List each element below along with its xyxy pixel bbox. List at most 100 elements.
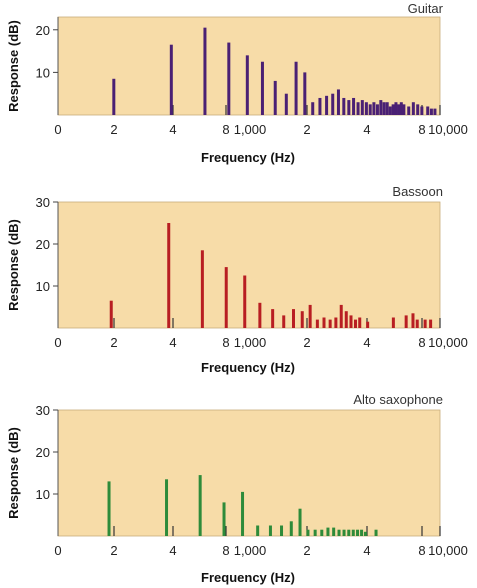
- bar: [354, 320, 357, 328]
- bar: [405, 315, 408, 328]
- y-axis-title: Response (dB): [6, 219, 21, 311]
- bar: [112, 79, 115, 115]
- bar: [110, 301, 113, 328]
- y-tick-label: 10: [36, 65, 50, 80]
- x-tick-label: 4: [363, 543, 370, 558]
- x-tick-label: 8: [418, 543, 425, 558]
- y-tick-label: 30: [36, 403, 50, 418]
- bar: [311, 102, 314, 115]
- bar: [223, 502, 226, 536]
- bar: [358, 318, 361, 329]
- x-tick-label: 10,000: [428, 122, 468, 137]
- bar: [290, 521, 293, 536]
- bar: [343, 530, 346, 536]
- bar: [295, 62, 298, 115]
- x-tick-label: 2: [303, 335, 310, 350]
- bar: [366, 322, 369, 328]
- x-tick-label: 1,000: [234, 335, 267, 350]
- bar: [227, 43, 230, 115]
- bar: [429, 320, 432, 328]
- bar: [342, 98, 345, 115]
- bar: [309, 305, 312, 328]
- bar: [416, 320, 419, 328]
- bar: [347, 100, 350, 115]
- bar: [337, 89, 340, 115]
- bar: [365, 102, 368, 115]
- bar: [280, 526, 283, 537]
- bar: [386, 102, 389, 115]
- bar: [261, 62, 264, 115]
- bar: [394, 102, 397, 115]
- x-tick-label: 0: [54, 335, 61, 350]
- bar: [241, 492, 244, 536]
- x-tick-label: 4: [169, 122, 176, 137]
- x-tick-label: 2: [110, 543, 117, 558]
- bar: [407, 106, 410, 115]
- bar: [331, 94, 334, 115]
- bar: [361, 100, 364, 115]
- x-tick-label: 4: [363, 335, 370, 350]
- bar: [360, 530, 363, 536]
- bar: [256, 526, 259, 537]
- bar: [416, 104, 419, 115]
- bar: [372, 102, 375, 115]
- y-axis-title: Response (dB): [6, 427, 21, 519]
- x-tick-label: 10,000: [428, 543, 468, 558]
- x-tick-label: 8: [418, 335, 425, 350]
- x-tick-label: 4: [169, 335, 176, 350]
- bar: [352, 530, 355, 536]
- bar: [400, 102, 403, 115]
- x-tick-label: 0: [54, 122, 61, 137]
- bar: [369, 104, 372, 115]
- bar: [326, 528, 329, 536]
- x-axis-title: Frequency (Hz): [201, 150, 295, 165]
- bar: [375, 530, 378, 536]
- x-tick-label: 4: [169, 543, 176, 558]
- bar: [306, 530, 309, 536]
- bar: [392, 318, 395, 329]
- bar: [338, 530, 341, 536]
- x-tick-label: 2: [303, 543, 310, 558]
- bar: [329, 320, 332, 328]
- x-tick-label: 8: [418, 122, 425, 137]
- plot-area: [58, 202, 440, 328]
- bar: [420, 106, 423, 115]
- bar: [357, 102, 360, 115]
- plot-area: [58, 410, 440, 536]
- chart-title: Alto saxophone: [353, 392, 443, 407]
- bar: [282, 315, 285, 328]
- y-tick-label: 30: [36, 195, 50, 210]
- bar: [332, 528, 335, 536]
- bar: [299, 509, 302, 536]
- y-tick-label: 10: [36, 487, 50, 502]
- bar: [258, 303, 261, 328]
- bar: [274, 81, 277, 115]
- bar: [411, 313, 414, 328]
- x-tick-label: 8: [222, 543, 229, 558]
- x-tick-label: 10,000: [428, 335, 468, 350]
- x-tick-label: 2: [303, 122, 310, 137]
- bar: [334, 318, 337, 329]
- bar: [271, 309, 274, 328]
- bar: [376, 104, 379, 115]
- y-tick-label: 20: [36, 23, 50, 38]
- chart-title: Guitar: [408, 1, 444, 16]
- bar: [292, 309, 295, 328]
- bar: [356, 530, 359, 536]
- bar: [412, 102, 415, 115]
- bar: [285, 94, 288, 115]
- bar: [352, 98, 355, 115]
- x-tick-label: 1,000: [234, 122, 267, 137]
- y-tick-label: 20: [36, 237, 50, 252]
- chart-title: Bassoon: [392, 184, 443, 199]
- bar: [392, 104, 395, 115]
- x-tick-label: 2: [110, 122, 117, 137]
- bar: [323, 318, 326, 329]
- bar: [345, 311, 348, 328]
- bar: [314, 530, 317, 536]
- x-tick-label: 1,000: [234, 543, 267, 558]
- bar: [170, 45, 173, 115]
